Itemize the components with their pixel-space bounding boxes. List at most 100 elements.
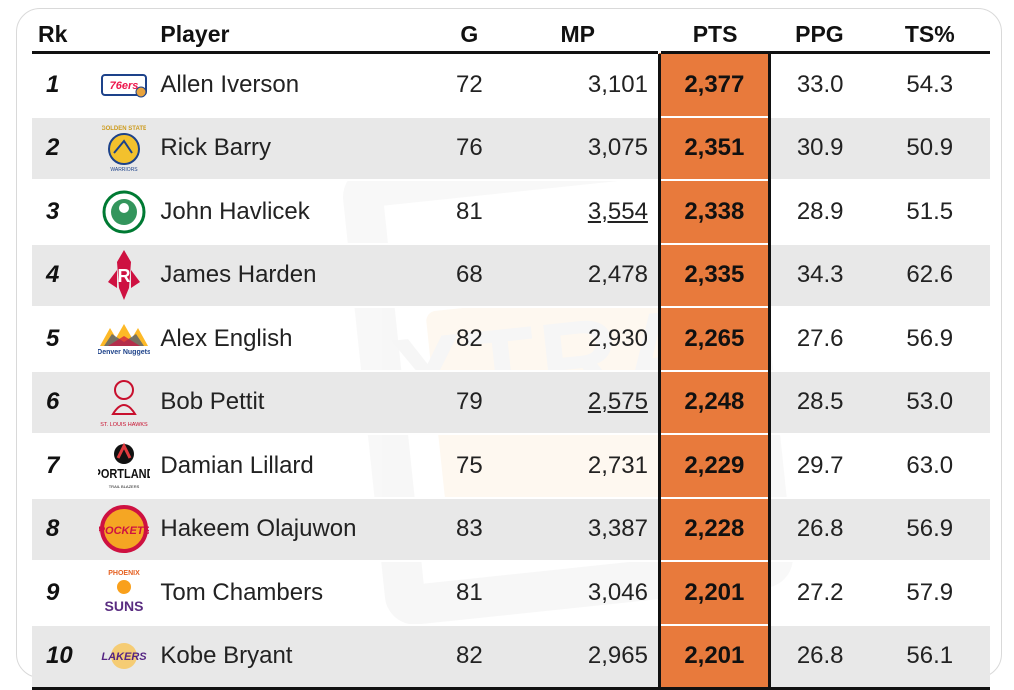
76ers-logo: 76ers — [96, 59, 152, 111]
svg-text:R: R — [118, 266, 131, 286]
minutes-cell: 3,075 — [507, 116, 660, 180]
points-cell: 2,229 — [657, 434, 771, 498]
games-cell: 75 — [455, 451, 483, 479]
minutes-cell: 3,387 — [507, 497, 660, 561]
minutes-cell: 3,101 — [507, 53, 659, 117]
rank-cell: 6 — [32, 370, 97, 434]
table-row: 9 PHOENIX SUNS Tom Chambers 81 3,046 2,201 27.2… — [32, 561, 990, 625]
minutes-value: 2,731 — [587, 451, 648, 479]
header-ppg: PPG — [795, 21, 844, 47]
svg-text:TRAIL BLAZERS: TRAIL BLAZERS — [109, 484, 140, 489]
lakers-logo: LAKERS — [96, 630, 152, 682]
ppg-cell: 34.3 — [769, 243, 870, 307]
points-cell: 2,338 — [657, 180, 771, 244]
minutes-value: 3,101 — [587, 70, 648, 98]
svg-text:GOLDEN STATE: GOLDEN STATE — [102, 126, 146, 132]
ppg-cell: 28.9 — [796, 197, 844, 225]
svg-text:PHOENIX: PHOENIX — [108, 570, 140, 577]
points-cell: 2,248 — [657, 370, 771, 434]
ppg-cell: 28.5 — [769, 370, 870, 434]
minutes-value: 3,387 — [587, 515, 648, 543]
points-cell: 2,265 — [657, 307, 771, 371]
minutes-value: 2,575 — [587, 388, 648, 416]
points-cell: 2,201 — [657, 561, 771, 625]
player-name-cell: Hakeem Olajuwon — [160, 497, 432, 561]
team-logo-cell: ROCKETS — [96, 497, 161, 561]
minutes-value: 3,554 — [587, 197, 648, 225]
minutes-value: 3,046 — [587, 578, 648, 606]
team-logo-cell: PORTLAND TRAIL BLAZERS — [96, 434, 160, 498]
svg-text:ST. LOUIS HAWKS: ST. LOUIS HAWKS — [100, 422, 148, 428]
ts-percent-cell: 56.1 — [869, 624, 990, 690]
games-cell: 81 — [455, 578, 483, 606]
rank-cell: 5 — [46, 324, 60, 352]
svg-text:LAKERS: LAKERS — [102, 651, 148, 663]
minutes-cell: 3,046 — [507, 561, 659, 625]
team-logo-cell: Denver Nuggets — [96, 307, 160, 371]
ts-percent-cell: 53.0 — [869, 370, 990, 434]
minutes-cell: 2,575 — [507, 370, 660, 434]
ts-percent-cell: 56.9 — [869, 497, 990, 561]
svg-text:76ers: 76ers — [110, 80, 139, 92]
team-logo-cell: LAKERS — [96, 624, 161, 690]
table-row: 2 GOLDEN STATE WARRIORS Rick Barry 76 3,075 2,… — [32, 116, 990, 180]
team-logo-cell: 76ers — [96, 53, 160, 117]
header-mp: MP — [560, 21, 595, 47]
header-rk: Rk — [38, 21, 68, 47]
team-logo-cell: ST. LOUIS HAWKS — [96, 370, 161, 434]
header-g: G — [460, 21, 479, 47]
portland-trail-blazers-logo: PORTLAND TRAIL BLAZERS — [96, 440, 152, 492]
minutes-cell: 2,478 — [507, 243, 660, 307]
houston-rockets-retro-logo: ROCKETS — [96, 503, 152, 555]
table-row: 7 PORTLAND TRAIL BLAZERS Damian Lillard 75 2,… — [32, 434, 990, 498]
ts-percent-cell: 51.5 — [906, 197, 954, 225]
rank-cell: 3 — [46, 197, 60, 225]
games-cell: 68 — [431, 243, 508, 307]
games-cell: 82 — [455, 324, 483, 352]
svg-text:Denver Nuggets: Denver Nuggets — [98, 349, 150, 356]
scoring-table: Rk Player G MP PTS PPG TS% 1 76ers Allen I… — [32, 21, 990, 690]
player-name-cell: James Harden — [160, 243, 432, 307]
player-name-cell: Alex English — [160, 324, 293, 352]
points-cell: 2,201 — [657, 624, 771, 690]
table-row: 8 ROCKETS Hakeem Olajuwon 83 3,387 2,228 26.8 5… — [32, 497, 990, 561]
golden-state-warriors-logo: GOLDEN STATE WARRIORS — [96, 122, 152, 174]
player-name-cell: Rick Barry — [160, 116, 432, 180]
ppg-cell: 33.0 — [796, 70, 844, 98]
svg-text:ROCKETS: ROCKETS — [99, 525, 149, 537]
points-cell: 2,335 — [657, 243, 771, 307]
table-row: 10 LAKERS Kobe Bryant 82 2,965 2,201 26.8 56.1 — [32, 624, 990, 690]
header-pts: PTS — [692, 21, 738, 47]
header-row: Rk Player G MP PTS PPG TS% — [32, 21, 990, 53]
rank-cell: 10 — [32, 624, 97, 690]
ppg-cell: 26.8 — [769, 624, 870, 690]
ts-percent-cell: 50.9 — [869, 116, 990, 180]
rockets-logo: R — [96, 249, 152, 301]
ts-percent-cell: 62.6 — [869, 243, 990, 307]
ts-percent-cell: 57.9 — [906, 578, 954, 606]
ppg-cell: 30.9 — [769, 116, 870, 180]
denver-nuggets-logo: Denver Nuggets — [96, 313, 152, 365]
ppg-cell: 27.6 — [796, 324, 844, 352]
table-row: 6 ST. LOUIS HAWKS Bob Pettit 79 2,575 2,248 28… — [32, 370, 990, 434]
table-row: 5 Denver Nuggets Alex English 82 2,930 2,265 2… — [32, 307, 990, 371]
rank-cell: 8 — [32, 497, 97, 561]
minutes-value: 2,930 — [587, 324, 648, 352]
table-row: 4 R James Harden 68 2,478 2,335 34.3 62.6 — [32, 243, 990, 307]
rank-cell: 1 — [46, 70, 60, 98]
ts-percent-cell: 63.0 — [906, 451, 954, 479]
svg-text:PORTLAND: PORTLAND — [98, 466, 150, 481]
table-row: 3 John Havlicek 81 3,554 2,338 28.9 51.5 — [32, 180, 990, 244]
games-cell: 82 — [431, 624, 508, 690]
table-row: 1 76ers Allen Iverson 72 3,101 2,377 33.0 54.3 — [32, 52, 990, 117]
phoenix-suns-logo: PHOENIX SUNS — [96, 567, 152, 619]
ppg-cell: 26.8 — [769, 497, 870, 561]
header-player: Player — [160, 21, 230, 47]
player-name-cell: John Havlicek — [160, 197, 310, 225]
minutes-value: 2,478 — [587, 261, 648, 289]
minutes-value: 2,965 — [587, 642, 648, 670]
points-cell: 2,351 — [657, 116, 771, 180]
ppg-cell: 29.7 — [796, 451, 844, 479]
games-cell: 79 — [431, 370, 508, 434]
minutes-cell: 2,930 — [507, 307, 659, 371]
